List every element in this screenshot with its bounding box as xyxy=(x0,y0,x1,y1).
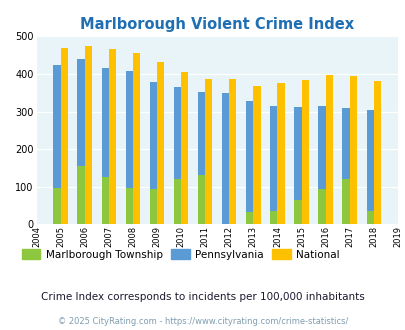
Bar xyxy=(53,65,60,224)
Title: Marlborough Violent Crime Index: Marlborough Violent Crime Index xyxy=(80,17,354,32)
Bar xyxy=(77,166,85,224)
Bar xyxy=(149,82,157,224)
Bar xyxy=(181,72,188,224)
Bar xyxy=(222,93,229,224)
Bar xyxy=(126,188,132,224)
Bar xyxy=(85,47,92,224)
Bar xyxy=(109,49,116,224)
Bar xyxy=(318,106,325,224)
Bar xyxy=(245,212,253,224)
Bar xyxy=(173,87,181,224)
Bar xyxy=(301,80,308,224)
Bar xyxy=(198,92,205,224)
Bar xyxy=(277,83,284,224)
Bar xyxy=(60,48,68,224)
Bar xyxy=(270,211,277,224)
Bar xyxy=(342,179,349,224)
Text: Crime Index corresponds to incidents per 100,000 inhabitants: Crime Index corresponds to incidents per… xyxy=(41,292,364,302)
Bar xyxy=(132,53,140,224)
Bar xyxy=(101,68,109,224)
Bar xyxy=(198,176,205,224)
Bar xyxy=(253,86,260,224)
Bar xyxy=(318,189,325,224)
Text: © 2025 CityRating.com - https://www.cityrating.com/crime-statistics/: © 2025 CityRating.com - https://www.city… xyxy=(58,317,347,326)
Bar xyxy=(270,106,277,224)
Bar xyxy=(325,75,332,224)
Bar xyxy=(366,110,373,224)
Bar xyxy=(77,59,85,224)
Legend: Marlborough Township, Pennsylvania, National: Marlborough Township, Pennsylvania, Nati… xyxy=(17,245,343,264)
Bar xyxy=(205,79,212,224)
Bar xyxy=(373,82,380,224)
Bar xyxy=(126,71,132,224)
Bar xyxy=(245,101,253,224)
Bar xyxy=(294,200,301,224)
Bar xyxy=(157,62,164,224)
Bar xyxy=(294,107,301,224)
Bar xyxy=(53,188,60,224)
Bar xyxy=(342,108,349,224)
Bar xyxy=(173,179,181,224)
Bar xyxy=(229,79,236,224)
Bar xyxy=(366,211,373,224)
Bar xyxy=(149,189,157,224)
Bar xyxy=(349,76,356,224)
Bar xyxy=(101,177,109,224)
